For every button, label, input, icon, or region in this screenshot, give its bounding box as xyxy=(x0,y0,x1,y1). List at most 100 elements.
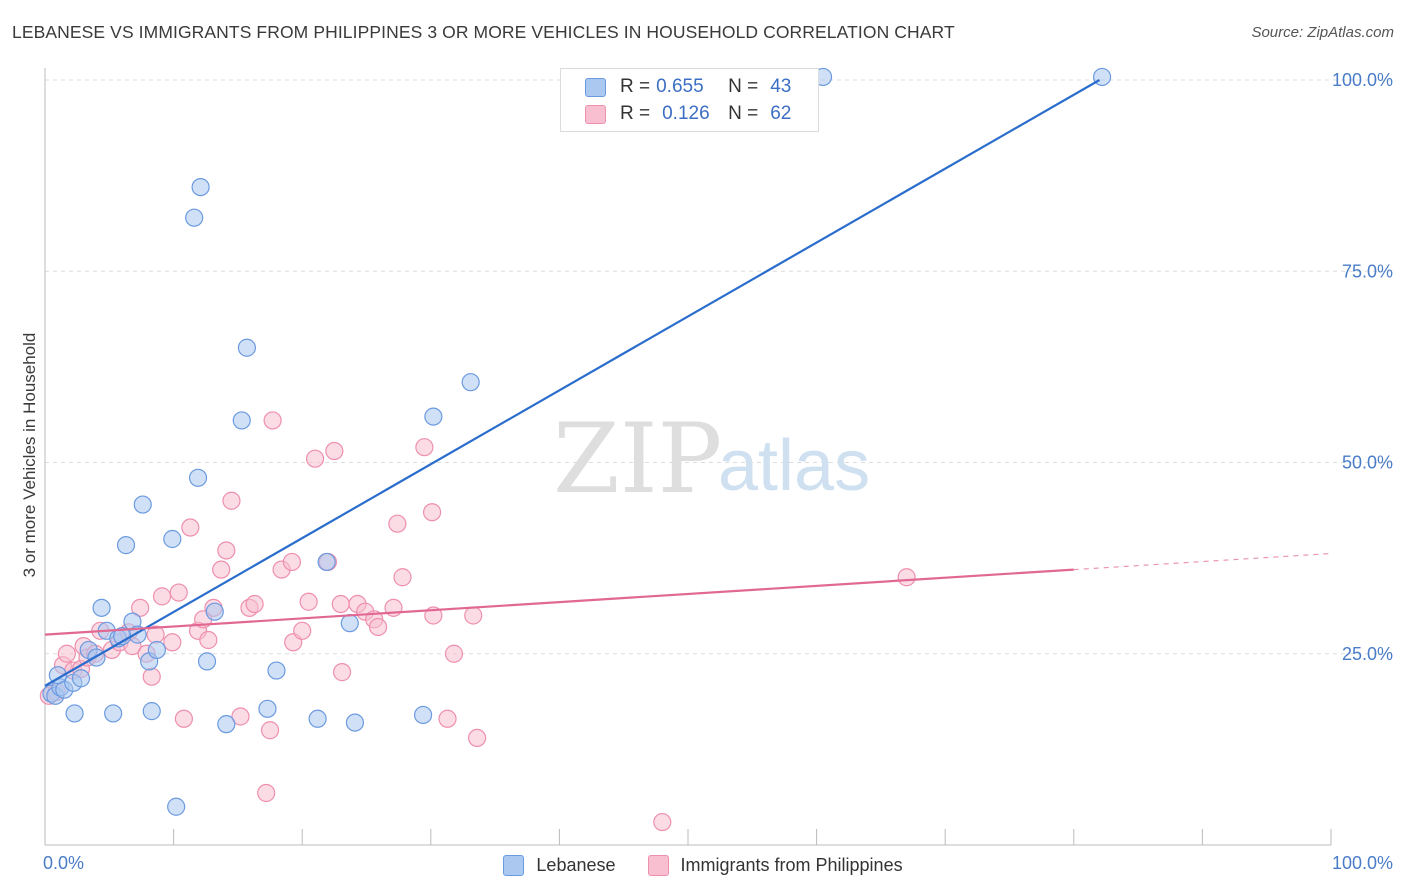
philippines-swatch xyxy=(585,104,606,124)
x-tick-label: 0.0% xyxy=(43,853,84,873)
philippines-point xyxy=(464,606,483,625)
philippines-point xyxy=(415,438,434,457)
philippines-point xyxy=(257,783,276,803)
lebanese-point xyxy=(191,178,210,197)
series-legend: Lebanese Immigrants from Philippines xyxy=(0,852,1406,878)
lebanese-point xyxy=(71,669,91,688)
lebanese-swatch xyxy=(503,854,525,876)
y-tick-label: 25.0% xyxy=(1342,644,1393,664)
legend-label-philippines: Immigrants from Philippines xyxy=(680,854,903,875)
legend-item-lebanese[interactable]: Lebanese xyxy=(503,854,616,876)
r-label: R = xyxy=(620,103,651,124)
legend-item-philippines[interactable]: Immigrants from Philippines xyxy=(647,854,903,876)
philippines-point xyxy=(332,663,352,682)
lebanese-point xyxy=(258,699,277,718)
legend-label-lebanese: Lebanese xyxy=(536,854,616,875)
legend-row-philippines: R = 0.126 N = 62 xyxy=(585,102,791,126)
philippines-point xyxy=(57,644,76,663)
philippines-trendline-extension xyxy=(1073,552,1332,571)
lebanese-point xyxy=(133,495,152,514)
lebanese-point xyxy=(340,614,359,633)
source-label: Source: ZipAtlas.com xyxy=(1251,24,1394,41)
philippines-point xyxy=(263,411,282,430)
n-value: 43 xyxy=(770,76,792,97)
trendlines xyxy=(44,79,1332,687)
n-value: 62 xyxy=(770,103,792,124)
philippines-point xyxy=(422,503,442,522)
lebanese-point xyxy=(205,602,224,621)
lebanese-point xyxy=(104,704,123,723)
lebanese-point xyxy=(345,713,365,732)
lebanese-point xyxy=(142,702,161,721)
lebanese-point xyxy=(48,666,67,685)
philippines-point xyxy=(653,812,672,832)
lebanese-point xyxy=(217,715,236,734)
r-value: 0.655 xyxy=(656,76,704,97)
philippines-point xyxy=(217,541,236,560)
watermark-atlas: atlas xyxy=(718,426,870,506)
philippines-point xyxy=(467,728,487,748)
lebanese-swatch xyxy=(585,77,606,97)
watermark: ZIP atlas xyxy=(553,403,870,515)
philippines-point xyxy=(245,594,264,614)
x-tick-labels: 0.0% 100.0% xyxy=(43,853,1393,873)
gridlines xyxy=(45,79,1392,655)
correlation-legend: R = 0.655 N = 43 R = 0.126 N = 62 xyxy=(560,68,819,132)
r-label: R = xyxy=(620,76,651,97)
philippines-point xyxy=(438,709,457,728)
lebanese-point xyxy=(197,652,217,671)
chart-title: LEBANESE VS IMMIGRANTS FROM PHILIPPINES … xyxy=(12,22,955,42)
lebanese-point xyxy=(147,640,166,660)
lebanese-point xyxy=(92,598,111,617)
lebanese-point xyxy=(167,797,186,816)
philippines-point xyxy=(282,552,302,572)
lebanese-trendline xyxy=(44,79,1101,687)
lebanese-point xyxy=(237,338,257,357)
philippines-point xyxy=(169,583,188,602)
lebanese-point xyxy=(185,208,204,227)
philippines-point xyxy=(293,621,312,640)
philippines-point xyxy=(131,598,150,617)
philippines-point xyxy=(444,644,464,663)
philippines-point xyxy=(897,568,916,587)
philippines-point xyxy=(299,592,318,611)
lebanese-point xyxy=(116,536,136,555)
lebanese-point xyxy=(461,373,480,392)
y-tick-label: 100.0% xyxy=(1332,70,1393,90)
n-label: N = xyxy=(728,103,759,124)
philippines-point xyxy=(388,514,407,533)
philippines-point xyxy=(163,633,182,652)
lebanese-point xyxy=(232,411,251,430)
n-label: N = xyxy=(728,76,759,97)
philippines-point xyxy=(260,721,280,740)
lebanese-point xyxy=(163,529,182,549)
axes xyxy=(44,68,1332,846)
y-tick-labels: 25.0% 50.0% 75.0% 100.0% xyxy=(1332,70,1393,664)
watermark-zip: ZIP xyxy=(553,403,722,515)
lebanese-points xyxy=(42,67,1112,816)
x-tick-label: 100.0% xyxy=(1332,853,1393,873)
lebanese-point xyxy=(317,552,336,572)
philippines-point xyxy=(393,568,412,587)
philippines-point xyxy=(368,617,388,637)
philippines-trendline xyxy=(44,568,1074,636)
philippines-point xyxy=(305,449,325,468)
philippines-swatch xyxy=(647,854,669,876)
legend-row-lebanese: R = 0.655 N = 43 xyxy=(585,75,791,99)
philippines-point xyxy=(331,594,350,614)
philippines-point xyxy=(222,491,241,510)
lebanese-point xyxy=(188,468,208,487)
lebanese-point xyxy=(413,705,433,725)
philippines-point xyxy=(212,560,231,579)
lebanese-point xyxy=(65,704,84,723)
lebanese-point xyxy=(424,407,443,426)
philippines-point xyxy=(231,707,250,726)
philippines-point xyxy=(325,441,344,461)
philippines-point xyxy=(142,667,161,686)
lebanese-point xyxy=(308,709,327,728)
philippines-point xyxy=(181,518,200,537)
philippines-point xyxy=(152,587,172,606)
philippines-point xyxy=(199,630,218,650)
r-value: 0.126 xyxy=(662,103,710,124)
